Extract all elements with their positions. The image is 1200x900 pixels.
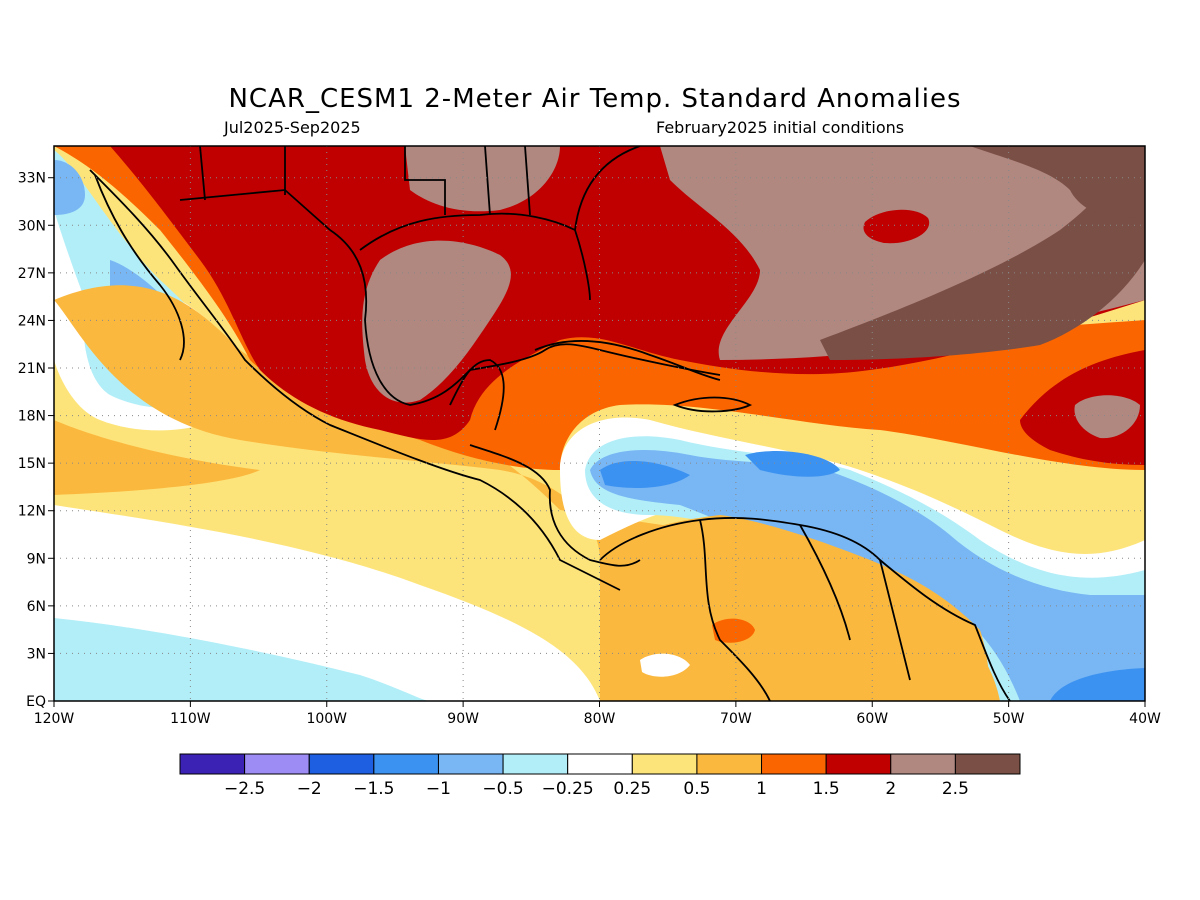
border-us-states [199,146,531,216]
colorbar-label: 2.5 [942,779,969,799]
coast-hispaniola [672,396,753,413]
lat-tick-label: 30N [18,218,46,234]
lat-tick-label: 15N [18,456,46,472]
lat-tick-label: 6N [27,599,46,615]
lat-tick-label: 33N [18,171,46,187]
lon-tick-label: 60W [856,711,888,727]
lon-tick-label: 50W [993,711,1025,727]
coast-gulf [329,229,721,406]
colorbar-label: −1.5 [353,779,394,799]
lon-tick-label: 100W [306,711,347,727]
colorbar-swatch [308,753,375,775]
field-warm-2-gulf [362,240,511,403]
coast-south-america-north [599,517,1011,701]
lon-tick-label: 70W [720,711,752,727]
coast-cuba [534,340,721,381]
longitude-axis: 120W 110W 100W 90W 80W 70W 60W 50W 40W [34,701,1161,727]
lat-tick-label: 21N [18,361,46,377]
colorbar-label: −1 [426,779,451,799]
colorbar-swatch [437,753,504,775]
field-warm-2-east [1074,395,1140,439]
coast-baja [94,174,185,361]
colorbar-swatch [179,753,246,775]
lat-tick-label: 3N [27,646,46,662]
colorbar-label: −0.5 [482,779,523,799]
coast-us-gulf [359,212,591,301]
coast-florida [574,146,641,231]
coast-central-america [469,444,641,567]
colorbar-label: 1 [756,779,767,799]
lon-tick-label: 40W [1129,711,1161,727]
field-warm-05-samerica [600,515,990,701]
colorbar-label: −0.25 [542,779,594,799]
colorbar: −2.5 −2 −1.5 −1 −0.5 −0.25 0.25 0.5 1 1.5 2 2.5 [179,753,1021,799]
colorbar-swatch [502,753,569,775]
field-warm-1-samerica [712,618,755,643]
colorbar-swatch [244,753,310,775]
colorbar-swatch [761,753,827,775]
field-warm-2-us [405,146,560,212]
field-warm-15-atlantic-spot [863,209,930,244]
lon-tick-label: 120W [34,711,75,727]
colorbar-swatch [890,753,956,775]
field-warm-25-atlantic [820,150,1145,360]
colorbar-swatch [696,753,763,775]
field-cold-nw-corner [54,160,85,215]
forecast-period: Jul2025-Sep2025 [224,118,361,137]
latitude-axis: EQ 3N 6N 9N 12N 15N 18N 21N 24N 27N 30N 33N [18,171,54,710]
colorbar-label: 2 [885,779,896,799]
field-cold-1-central [745,450,840,477]
lat-tick-label: 24N [18,313,46,329]
lat-tick-label: EQ [26,694,46,710]
colorbar-label: 0.5 [683,779,710,799]
coastlines [89,146,1011,701]
colorbar-swatch [954,753,1021,775]
field-neutral-samerica [640,653,690,677]
colorbar-label: −2.5 [224,779,265,799]
colorbar-label: 1.5 [813,779,840,799]
colorbar-swatch [373,753,439,775]
colorbar-swatch [631,753,698,775]
border-samerica [699,519,911,701]
colorbar-label: −2 [297,779,322,799]
colorbar-swatch [825,753,892,775]
coast-mexico-pacific [89,169,621,591]
field-cold-1-caribbean [600,460,690,488]
initial-conditions: February2025 initial conditions [656,118,905,137]
lat-tick-label: 12N [18,504,46,520]
chart-title: NCAR_CESM1 2-Meter Air Temp. Standard An… [228,84,962,114]
gridlines [54,146,1145,701]
anomaly-field [54,146,1145,701]
colorbar-label: 0.25 [613,779,651,799]
lon-tick-label: 110W [170,711,211,727]
field-warm-25-ne [970,146,1145,219]
lat-tick-label: 27N [18,266,46,282]
field-cold-05-caribbean [590,450,1145,701]
lat-tick-label: 18N [18,409,46,425]
lat-tick-label: 9N [27,551,46,567]
field-cold-pacific [54,618,430,701]
field-cold-1-se [1050,668,1145,701]
coast-yucatan [449,359,505,431]
colorbar-swatch [567,753,633,775]
field-warm-05-west [54,420,260,495]
lon-tick-label: 80W [584,711,616,727]
lon-tick-label: 90W [447,711,479,727]
